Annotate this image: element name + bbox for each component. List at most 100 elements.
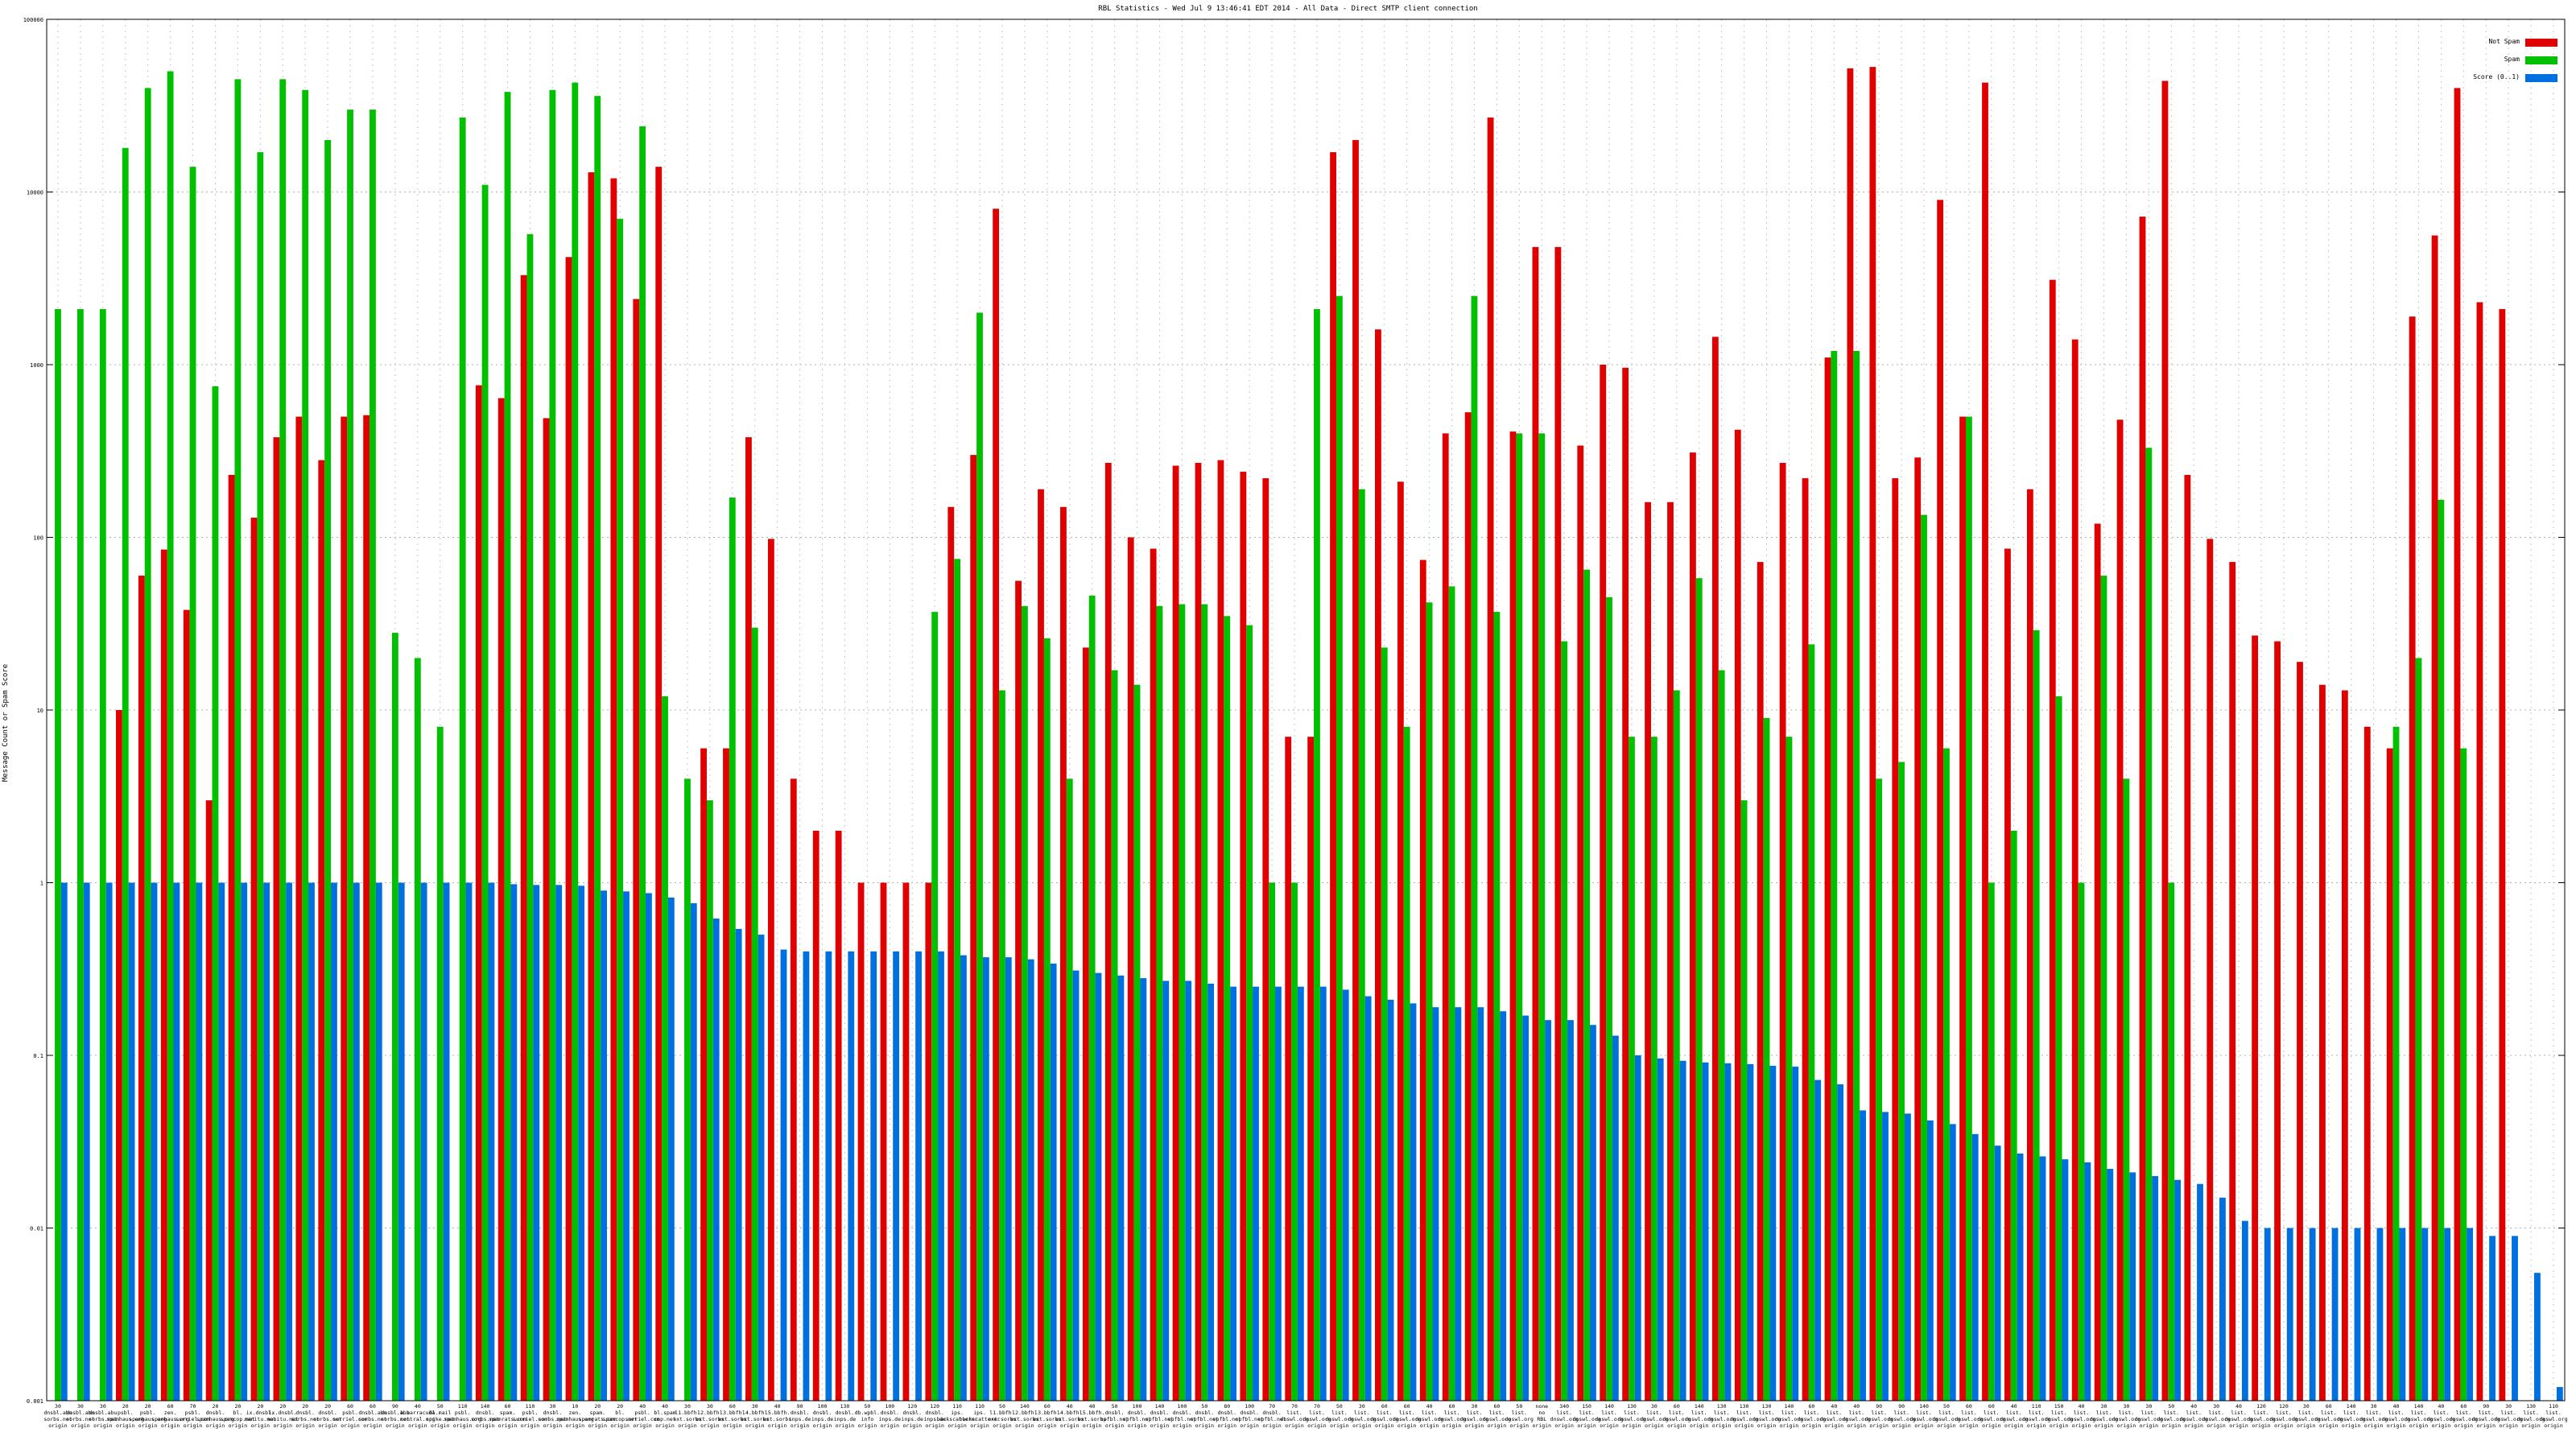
y-tick-label: 10: [37, 708, 43, 714]
bar-not-spam: [588, 172, 595, 1401]
bar-spam: [526, 233, 534, 1401]
category-label: 130 list. dnswl.org origin: [1730, 1403, 1758, 1429]
bar-not-spam: [1172, 465, 1179, 1401]
bar-not-spam: [1060, 506, 1067, 1401]
bar-not-spam: [1600, 365, 1607, 1401]
bar-score-0-1: [1792, 1067, 1799, 1401]
bar-spam: [122, 147, 129, 1402]
bar-spam: [212, 386, 219, 1402]
bar-not-spam: [520, 275, 527, 1401]
bar-not-spam: [2386, 748, 2393, 1401]
category-label: 30 list. dnswl.org origin: [1348, 1403, 1376, 1429]
y-tick-label: 1000: [30, 362, 43, 369]
bar-not-spam: [655, 167, 663, 1402]
bar-score-0-1: [308, 882, 315, 1401]
bar-not-spam: [1757, 562, 1764, 1401]
category-label: 80 dnsbl. spfbl.net origin: [1213, 1403, 1241, 1429]
bar-score-0-1: [1522, 1015, 1530, 1401]
bar-not-spam: [1217, 460, 1224, 1401]
category-label: 100 dnsbl. spfbl.net origin: [1123, 1403, 1151, 1429]
category-label: 30 dnsbl.abu sorbs.net origin: [43, 1403, 72, 1429]
bar-spam: [594, 96, 601, 1402]
bar-not-spam: [1824, 357, 1831, 1401]
bar-spam: [347, 109, 353, 1402]
bar-score-0-1: [623, 891, 630, 1401]
bar-not-spam: [1622, 367, 1629, 1401]
bar-score-0-1: [83, 882, 90, 1401]
category-label: 70 psbl. surriel.com origin: [175, 1403, 210, 1429]
bar-score-0-1: [803, 951, 810, 1401]
category-label: 100 dnsbl. inps.de origin: [879, 1403, 901, 1429]
category-label: 60 l3.bbfh. ext.sorbs origin: [718, 1403, 746, 1429]
bar-not-spam: [2297, 662, 2303, 1401]
category-label: 90 list. dnswl.org origin: [1887, 1403, 1915, 1429]
bar-score-0-1: [128, 882, 135, 1401]
category-label: 60 list. dnswl.org origin: [1438, 1403, 1466, 1429]
category-label: 40 list. dnswl.org origin: [2067, 1403, 2095, 1429]
category-label: 110 psbl. spamhaus.org origin: [444, 1403, 481, 1429]
bar-spam: [2168, 882, 2175, 1401]
y-tick-label: 0.1: [33, 1053, 43, 1059]
bar-score-0-1: [1545, 1020, 1551, 1401]
bar-not-spam: [902, 882, 910, 1401]
category-label: none no RBL origin: [1533, 1403, 1552, 1429]
bar-spam: [1426, 602, 1433, 1401]
bar-spam: [1471, 295, 1478, 1402]
bar-not-spam: [1487, 117, 1494, 1402]
category-label: 110 ips. backscatterer origin: [937, 1403, 978, 1429]
bar-score-0-1: [1747, 1063, 1754, 1401]
bar-not-spam: [363, 415, 370, 1401]
bar-not-spam: [835, 830, 842, 1401]
bar-not-spam: [2116, 419, 2124, 1401]
bar-score-0-1: [398, 882, 405, 1401]
bar-score-0-1: [2241, 1220, 2248, 1401]
category-label: 20 bl. spamcop.net origin: [221, 1403, 255, 1429]
bar-spam: [2100, 576, 2107, 1401]
category-label: 140 list. dnswl.org origin: [2405, 1403, 2433, 1429]
bar-not-spam: [205, 800, 213, 1401]
category-label: 110 ips. backscatterer origin: [960, 1403, 1001, 1429]
bar-score-0-1: [375, 882, 382, 1401]
category-label: 50 db.wpbl. info origin: [855, 1403, 880, 1429]
bar-score-0-1: [196, 882, 203, 1401]
bar-score-0-1: [1297, 986, 1304, 1401]
bar-spam: [2460, 748, 2467, 1401]
bar-score-0-1: [690, 903, 697, 1401]
bar-spam: [931, 612, 939, 1401]
category-label: 60 dnsbl.abu sorbs.net origin: [358, 1403, 386, 1429]
bar-spam: [1133, 684, 1141, 1401]
category-label: 50 l1.bbfh. ext.sorbs origin: [988, 1403, 1016, 1429]
bar-score-0-1: [2129, 1172, 2136, 1401]
bar-spam: [729, 497, 736, 1401]
legend-label: Spam: [2504, 56, 2520, 63]
bar-score-0-1: [2039, 1156, 2046, 1401]
bar-spam: [1943, 748, 1950, 1401]
legend-swatch: [2525, 74, 2557, 82]
bar-score-0-1: [1364, 996, 1372, 1401]
bar-score-0-1: [2421, 1228, 2429, 1401]
bar-spam: [1269, 882, 1276, 1401]
bar-not-spam: [1419, 559, 1426, 1401]
bar-not-spam: [228, 474, 235, 1401]
bar-spam: [1921, 514, 1927, 1401]
category-label: 30 list. dnswl.org origin: [2202, 1403, 2230, 1429]
bar-spam: [369, 109, 376, 1402]
bar-score-0-1: [173, 882, 180, 1401]
bar-score-0-1: [241, 882, 248, 1401]
category-label: 120 dnsbl. inps.de origin: [902, 1403, 923, 1429]
bar-score-0-1: [1162, 980, 1170, 1401]
bar-score-0-1: [735, 928, 742, 1401]
bar-score-0-1: [2286, 1228, 2293, 1401]
bar-spam: [1043, 638, 1051, 1401]
bar-not-spam: [1442, 433, 1449, 1401]
bar-not-spam: [1554, 246, 1562, 1401]
category-label: 50 list. dnswl.org origin: [1505, 1403, 1534, 1429]
bar-spam: [2010, 830, 2017, 1401]
bar-not-spam: [2274, 641, 2281, 1401]
bar-spam: [391, 633, 398, 1401]
category-label: 130 dnsbl. inps.de origin: [834, 1403, 856, 1429]
category-label: 30 list. dnswl.org origin: [2292, 1403, 2320, 1429]
bar-not-spam: [1262, 478, 1269, 1402]
category-label: 70 dnsbl. spfbl.net origin: [1257, 1403, 1286, 1429]
